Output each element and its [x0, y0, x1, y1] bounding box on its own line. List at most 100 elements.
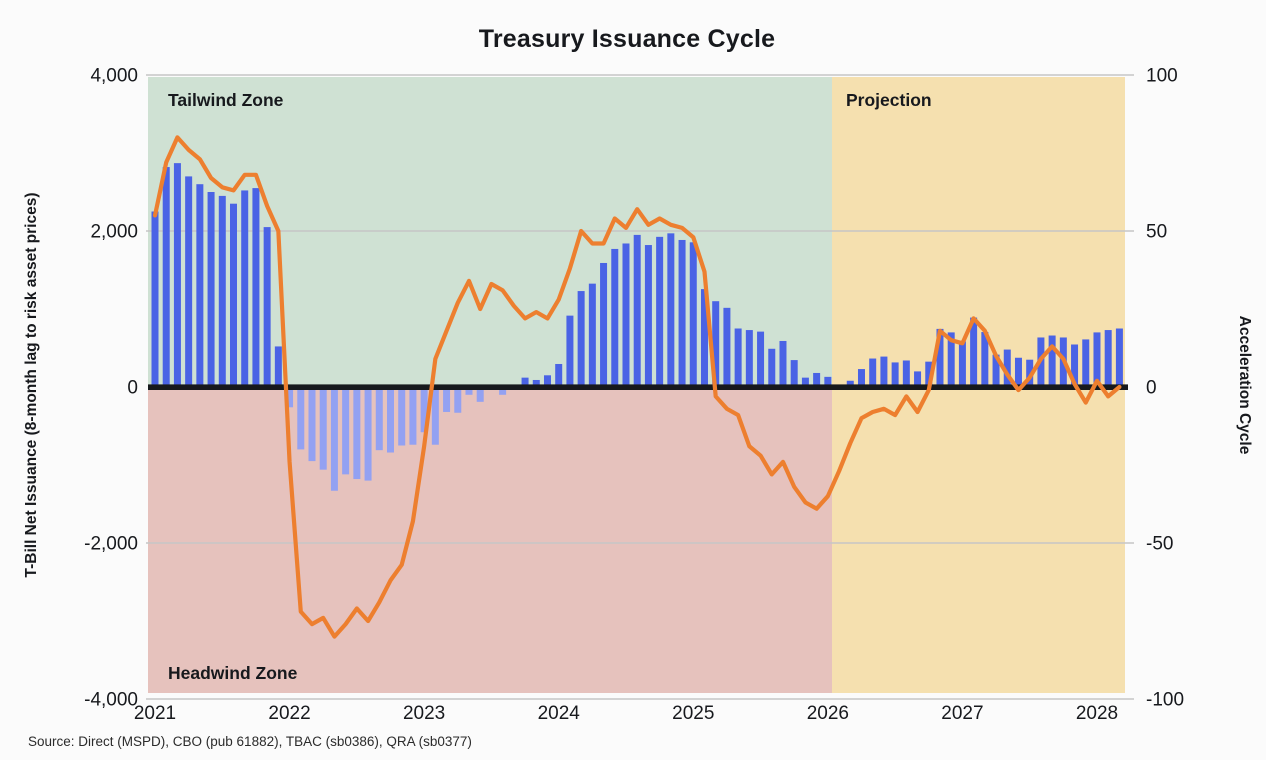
- issuance-bar: [1082, 339, 1090, 387]
- left-axis-tick-label: 0: [127, 378, 138, 399]
- issuance-bar: [342, 387, 350, 475]
- issuance-bar: [1003, 349, 1011, 387]
- issuance-bar: [925, 361, 933, 387]
- issuance-bar: [241, 190, 249, 387]
- issuance-bar: [588, 283, 596, 387]
- issuance-bar: [151, 211, 159, 387]
- tailwind-zone-label: Tailwind Zone: [168, 90, 284, 110]
- left-axis-tick-label: 4,000: [90, 66, 138, 87]
- issuance-bar: [667, 233, 675, 387]
- issuance-bar: [1071, 344, 1079, 387]
- headwind-zone: [148, 390, 832, 693]
- issuance-bar: [1093, 332, 1101, 387]
- left-axis-tick-label: -4,000: [84, 690, 138, 711]
- issuance-bar: [958, 341, 966, 387]
- issuance-bar: [218, 195, 226, 387]
- issuance-bar: [420, 387, 428, 433]
- right-axis-tick-label: 100: [1146, 66, 1178, 87]
- right-axis-tick-label: -100: [1146, 690, 1184, 711]
- issuance-bar: [252, 188, 260, 387]
- issuance-bar: [992, 354, 1000, 387]
- issuance-bar: [173, 163, 181, 387]
- issuance-bar: [712, 301, 720, 387]
- right-axis-tick-label: 50: [1146, 222, 1167, 243]
- issuance-bar: [600, 262, 608, 387]
- x-axis-year-label: 2026: [807, 703, 849, 724]
- issuance-bar: [398, 387, 406, 446]
- right-axis-tick-label: 0: [1146, 378, 1157, 399]
- issuance-bar: [644, 245, 652, 387]
- issuance-bar: [869, 358, 877, 387]
- issuance-bar: [308, 387, 316, 462]
- x-axis-year-label: 2024: [538, 703, 581, 724]
- issuance-bar: [723, 307, 731, 387]
- issuance-bar: [914, 371, 922, 387]
- x-axis-year-label: 2021: [134, 703, 176, 724]
- x-axis-year-label: 2025: [672, 703, 714, 724]
- issuance-bar: [656, 236, 664, 387]
- issuance-bar: [757, 331, 765, 387]
- x-axis-year-label: 2023: [403, 703, 445, 724]
- issuance-bar: [274, 346, 282, 387]
- issuance-bar: [566, 315, 574, 387]
- issuance-bar: [196, 184, 204, 387]
- issuance-bar: [431, 387, 439, 445]
- projection-zone-label: Projection: [846, 90, 932, 110]
- issuance-bar: [622, 243, 630, 387]
- issuance-bar: [947, 332, 955, 387]
- issuance-bar: [790, 360, 798, 387]
- issuance-bar: [229, 203, 237, 387]
- issuance-bar: [880, 356, 888, 387]
- x-axis-year-label: 2027: [941, 703, 983, 724]
- gridlines-layer: [146, 74, 1134, 700]
- issuance-bar: [353, 387, 361, 480]
- issuance-bar: [499, 387, 507, 395]
- issuance-bar: [263, 227, 271, 387]
- headwind-zone-label: Headwind Zone: [168, 663, 298, 683]
- issuance-bar: [801, 377, 809, 387]
- issuance-bar: [555, 363, 563, 387]
- issuance-bar: [409, 387, 417, 445]
- issuance-bar: [700, 289, 708, 387]
- x-axis-year-label: 2028: [1076, 703, 1118, 724]
- issuance-bar: [297, 387, 305, 450]
- issuance-bar: [1026, 359, 1034, 387]
- issuance-bar: [1115, 328, 1123, 387]
- issuance-bar: [824, 376, 832, 387]
- issuance-bar: [521, 377, 529, 387]
- right-axis-tick-label: -50: [1146, 534, 1173, 555]
- issuance-bar: [185, 176, 193, 387]
- issuance-bar: [745, 330, 753, 387]
- issuance-bar: [779, 340, 787, 387]
- issuance-bar: [857, 369, 865, 387]
- issuance-bar: [936, 328, 944, 387]
- left-axis-tick-label: -2,000: [84, 534, 138, 555]
- left-axis-tick-label: 2,000: [90, 222, 138, 243]
- issuance-bar: [846, 380, 854, 387]
- x-axis-year-label: 2022: [268, 703, 310, 724]
- issuance-bar: [543, 375, 551, 387]
- issuance-bar: [319, 387, 327, 470]
- static-labels-layer: Treasury Issuance Cycle T-Bill Net Issua…: [23, 25, 1253, 749]
- issuance-bar: [465, 387, 473, 395]
- tick-labels-layer: 4,000 2,000 0 -2,000 -4,000 100 50 0 -50 -100 2021…: [84, 66, 1184, 725]
- acceleration-line: [152, 135, 1122, 639]
- issuance-bar: [162, 167, 170, 387]
- issuance-bar: [633, 234, 641, 387]
- issuance-bar: [1014, 357, 1022, 387]
- chart-title: Treasury Issuance Cycle: [479, 25, 775, 53]
- issuance-bar: [1048, 335, 1056, 387]
- issuance-bar: [443, 387, 451, 412]
- issuance-bar: [375, 387, 383, 451]
- issuance-bar: [454, 387, 462, 413]
- issuance-bar: [1104, 330, 1112, 387]
- left-axis-title: T-Bill Net Issuance (8-month lag to risk…: [23, 192, 40, 577]
- issuance-bar: [207, 192, 215, 387]
- issuance-bar: [981, 332, 989, 387]
- source-note: Source: Direct (MSPD), CBO (pub 61882), …: [28, 734, 472, 749]
- issuance-bar: [532, 379, 540, 387]
- zero-baseline: [148, 384, 1128, 390]
- issuance-bar: [734, 328, 742, 387]
